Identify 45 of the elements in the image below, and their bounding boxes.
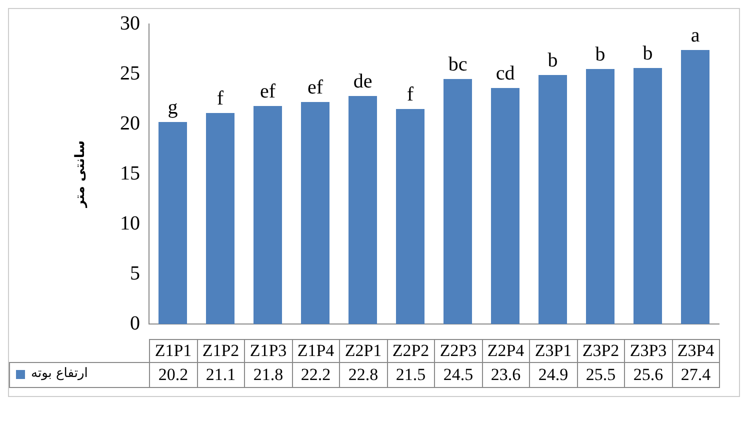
annotation: g — [168, 96, 178, 118]
x-tick-label: Z3P1 — [530, 340, 577, 362]
data-label: 21.1 — [197, 362, 244, 387]
legend-label: ارتفاع بوته — [31, 365, 88, 383]
x-tick-label: Z3P3 — [624, 340, 672, 362]
x-tick-label: Z2P2 — [387, 340, 434, 362]
data-label: 21.5 — [387, 362, 434, 387]
annotation: f — [216, 87, 224, 110]
annotation: ef — [307, 76, 324, 98]
annotation: b — [548, 49, 558, 72]
x-tick-label: Z1P2 — [197, 340, 244, 362]
x-tick-label: Z3P4 — [672, 340, 720, 362]
data-label: 25.5 — [577, 362, 624, 387]
annotation: de — [353, 70, 372, 92]
y-axis-title: سانتی متر — [73, 140, 88, 208]
annotation: bc — [448, 53, 468, 76]
x-tick-label: Z3P2 — [577, 340, 624, 362]
data-label: 22.2 — [292, 362, 340, 387]
y-tick-label: 15 — [120, 162, 140, 184]
y-tick-label: 5 — [130, 262, 140, 284]
y-tick-label: 10 — [120, 212, 140, 234]
y-tick-label: 0 — [130, 312, 140, 334]
data-label: 22.8 — [340, 362, 387, 387]
y-tick-label: 20 — [120, 112, 140, 134]
data-label: 20.2 — [150, 362, 197, 387]
data-label: 27.4 — [672, 362, 720, 387]
x-tick-label: Z1P4 — [292, 340, 340, 362]
x-tick-label: Z2P1 — [340, 340, 387, 362]
x-tick-label: Z1P1 — [150, 340, 197, 362]
annotation: b — [595, 43, 606, 66]
data-label: 21.8 — [244, 362, 292, 387]
annotation: f — [406, 83, 414, 106]
data-label: 25.6 — [624, 362, 672, 387]
y-tick-label: 30 — [120, 12, 140, 34]
annotation: ef — [260, 80, 276, 102]
x-tick-label: Z1P3 — [244, 340, 292, 362]
data-label: 23.6 — [482, 362, 530, 387]
x-tick-label: Z2P4 — [482, 340, 530, 362]
annotation: b — [642, 42, 653, 64]
data-label: 24.9 — [530, 362, 577, 387]
data-label: 24.5 — [434, 362, 482, 387]
annotation: cd — [496, 62, 515, 84]
x-tick-label: Z2P3 — [434, 340, 482, 362]
annotation: a — [690, 24, 700, 46]
y-tick-label: 25 — [120, 62, 140, 84]
